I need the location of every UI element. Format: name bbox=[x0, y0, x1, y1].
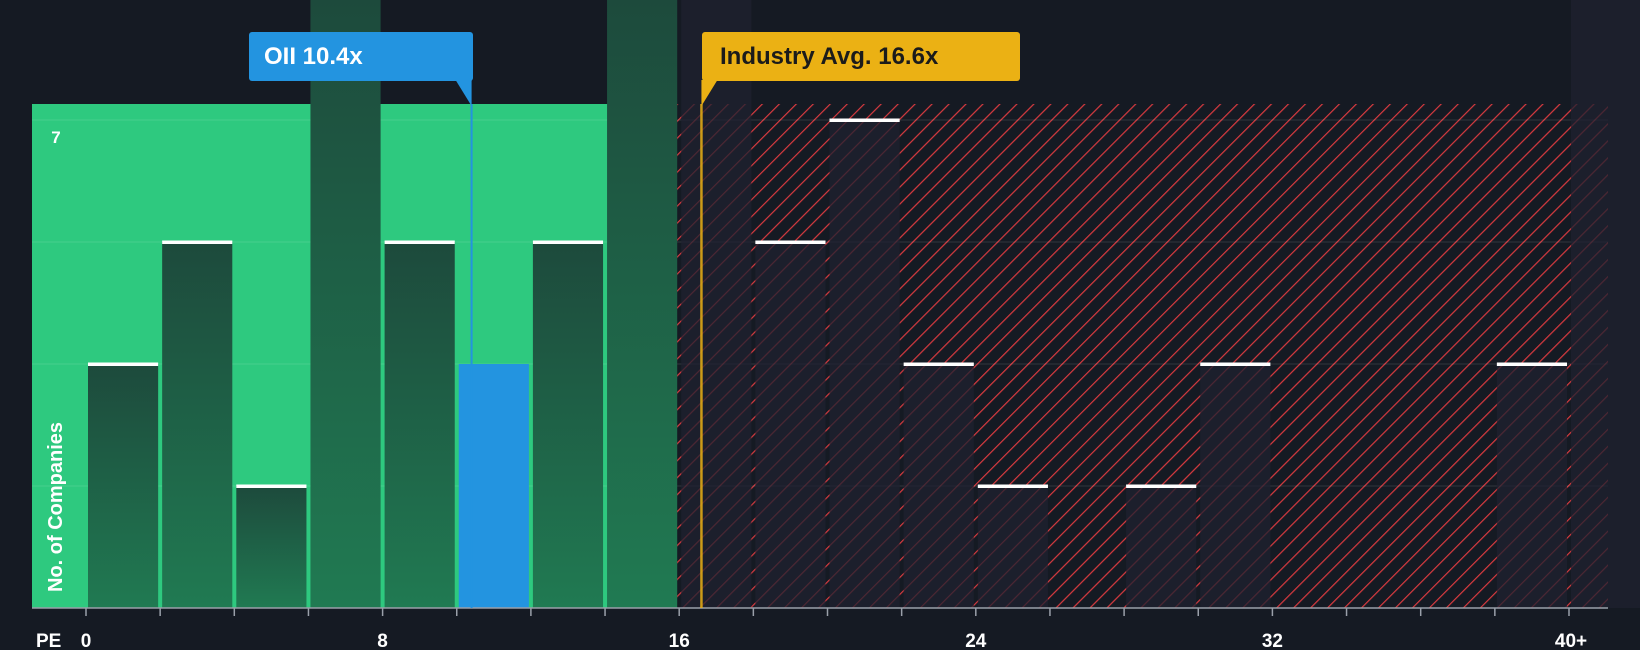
bar-cap-pe-28 bbox=[1126, 484, 1197, 488]
bar-pe-4 bbox=[236, 486, 307, 608]
bar-cap-pe-2 bbox=[162, 240, 233, 244]
industry-avg-label: Industry Avg. 16.6x bbox=[702, 32, 1020, 81]
y-tick-label: 7 bbox=[51, 128, 60, 147]
y-axis-title: No. of Companies bbox=[45, 422, 67, 592]
x-axis-title: PE bbox=[36, 631, 61, 650]
x-tick-label-16: 16 bbox=[669, 631, 690, 650]
bar-pe-28 bbox=[1126, 486, 1197, 608]
bar-cap-pe-8 bbox=[384, 240, 455, 244]
x-axis-ticks bbox=[85, 608, 1570, 616]
bar-cap-pe-30 bbox=[1200, 362, 1271, 366]
histogram-bars bbox=[88, 0, 1640, 608]
bar-pe-10 bbox=[458, 364, 529, 608]
bar-cap-pe-24 bbox=[977, 484, 1048, 488]
bar-pe-38 bbox=[1496, 364, 1567, 608]
x-tick-labels: 0 8 16 24 32 40+ bbox=[81, 631, 1587, 650]
x-tick-label-8: 8 bbox=[377, 631, 388, 650]
bar-pe-24 bbox=[977, 486, 1048, 608]
bar-cap-pe-18 bbox=[755, 240, 826, 244]
bar-pe-20 bbox=[829, 120, 900, 608]
bar-cap-pe-12 bbox=[532, 240, 604, 244]
bar-pe-14 bbox=[607, 0, 678, 608]
bar-cap-pe-0 bbox=[88, 362, 159, 366]
company-label-pointer bbox=[455, 80, 472, 106]
bar-pe-18 bbox=[755, 242, 826, 608]
bar-cap-pe-20 bbox=[829, 118, 900, 122]
bar-pe-30 bbox=[1200, 364, 1271, 608]
bar-cap-pe-22 bbox=[903, 362, 974, 366]
bar-cap-pe-38 bbox=[1496, 362, 1567, 366]
bar-pe-12 bbox=[532, 242, 604, 608]
bar-cap-pe-4 bbox=[236, 484, 307, 488]
company-pe-label: OII 10.4x bbox=[249, 32, 473, 81]
x-tick-label-40+: 40+ bbox=[1555, 631, 1587, 650]
x-tick-label-32: 32 bbox=[1262, 631, 1283, 650]
bar-pe-2 bbox=[162, 242, 233, 608]
bar-pe-16 bbox=[681, 0, 752, 608]
company-pe-label-text: OII 10.4x bbox=[264, 43, 363, 70]
industry-label-pointer bbox=[701, 80, 718, 106]
x-tick-label-0: 0 bbox=[81, 631, 92, 650]
bar-pe-0 bbox=[88, 364, 159, 608]
bar-pe-22 bbox=[903, 364, 974, 608]
bar-pe-8 bbox=[384, 242, 455, 608]
x-tick-label-24: 24 bbox=[965, 631, 987, 650]
industry-avg-label-text: Industry Avg. 16.6x bbox=[720, 43, 939, 70]
bar-pe-6 bbox=[310, 0, 381, 608]
bar-pe-40 bbox=[1571, 0, 1640, 608]
